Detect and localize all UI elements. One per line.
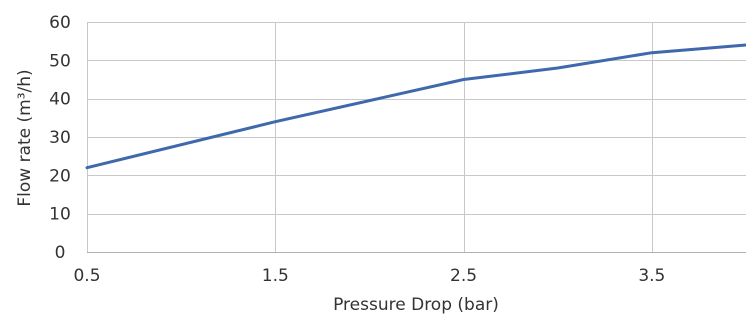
y-tick-label: 0 xyxy=(55,243,66,263)
y-tick-label: 30 xyxy=(49,128,71,148)
series-line xyxy=(85,43,746,170)
x-tick-labels: 0.5 1.5 2.5 3.5 xyxy=(73,266,665,286)
y-tick-label: 60 xyxy=(49,13,71,33)
y-tick-label: 40 xyxy=(49,90,71,110)
y-tick-label: 10 xyxy=(49,205,71,225)
x-tick-label: 2.5 xyxy=(450,266,477,286)
x-tick-label: 3.5 xyxy=(638,266,665,286)
y-tick-label: 20 xyxy=(49,166,71,186)
x-tick-label: 1.5 xyxy=(262,266,289,286)
y-tick-labels: 0 10 20 30 40 50 60 xyxy=(49,13,71,263)
y-tick-label: 50 xyxy=(49,51,71,71)
grid xyxy=(87,22,746,252)
y-axis-title: Flow rate (m³/h) xyxy=(15,69,35,206)
series-layer xyxy=(85,43,746,170)
x-tick-label: 0.5 xyxy=(73,266,100,286)
x-axis-title: Pressure Drop (bar) xyxy=(333,295,499,315)
